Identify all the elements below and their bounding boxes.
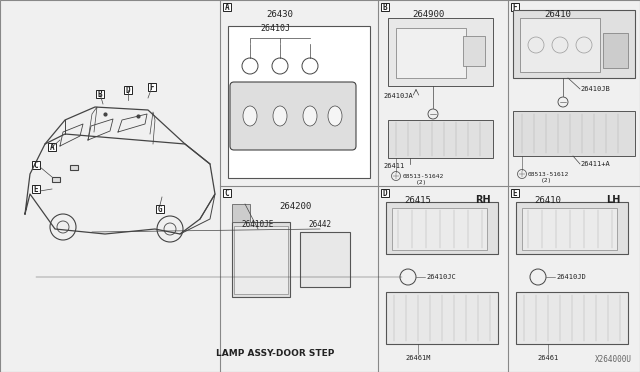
FancyBboxPatch shape [230,82,356,150]
Bar [232,222,290,297]
Text: C: C [34,160,38,170]
Bar [522,208,617,250]
Text: F: F [150,83,154,92]
Text: LAMP ASSY-DOOR STEP: LAMP ASSY-DOOR STEP [216,350,334,359]
Bar [48,143,56,151]
Text: 26411: 26411 [383,163,404,169]
Text: X264000U: X264000U [595,355,632,364]
Text: A: A [50,142,54,151]
Text: LH: LH [606,195,620,205]
Bar [223,189,231,197]
Text: 26410: 26410 [545,10,572,19]
Text: E: E [513,189,517,198]
Bar [32,161,40,169]
Bar [513,111,635,156]
Ellipse shape [243,106,257,126]
Bar [511,189,519,197]
Bar [386,202,498,254]
Bar [392,208,487,250]
Text: 264200: 264200 [279,202,311,211]
Text: 26410JB: 26410JB [580,86,610,92]
Text: 26461: 26461 [538,355,559,361]
Bar [516,292,628,344]
Text: 26410J: 26410J [260,23,290,32]
Bar [513,10,635,78]
Bar [156,205,164,213]
Bar [70,165,78,170]
Bar [32,185,40,193]
Text: 26430: 26430 [267,10,293,19]
Bar [463,36,485,66]
Bar [300,232,350,287]
Text: 26461M: 26461M [405,355,431,361]
Text: 08513-51642: 08513-51642 [403,173,444,179]
Text: (2): (2) [541,177,552,183]
Bar [520,18,600,72]
Bar [396,28,466,78]
Text: A: A [225,3,229,12]
Text: 26410JA: 26410JA [383,93,413,99]
Bar [603,33,628,68]
Bar [124,86,132,94]
Bar [223,3,231,11]
Ellipse shape [303,106,317,126]
Text: B: B [383,3,387,12]
Bar [511,3,519,11]
Text: G: G [157,205,163,214]
Bar [388,120,493,158]
Bar [96,90,104,98]
Ellipse shape [328,106,342,126]
Text: (2): (2) [416,180,428,185]
Text: F: F [513,3,517,12]
Bar [232,204,250,222]
Bar [228,26,370,178]
Text: D: D [125,86,131,94]
Text: B: B [98,90,102,99]
Bar [234,226,288,294]
Text: 26411+A: 26411+A [580,161,610,167]
Bar [516,202,628,254]
Text: 26410JC: 26410JC [426,274,456,280]
Text: 26410JE: 26410JE [242,219,274,228]
Text: 26415: 26415 [404,196,431,205]
Text: 26410JD: 26410JD [556,274,586,280]
Text: RH: RH [475,195,491,205]
Text: 26410: 26410 [534,196,561,205]
Text: 08513-51612: 08513-51612 [528,171,569,176]
Ellipse shape [273,106,287,126]
Text: D: D [383,189,387,198]
Text: E: E [34,185,38,193]
Bar [386,292,498,344]
Bar [388,18,493,86]
Text: 26442: 26442 [308,219,332,228]
Text: C: C [225,189,229,198]
Bar [381,189,389,197]
Text: 264900: 264900 [412,10,444,19]
Bar [381,3,389,11]
Bar [148,83,156,91]
Bar [52,177,60,182]
